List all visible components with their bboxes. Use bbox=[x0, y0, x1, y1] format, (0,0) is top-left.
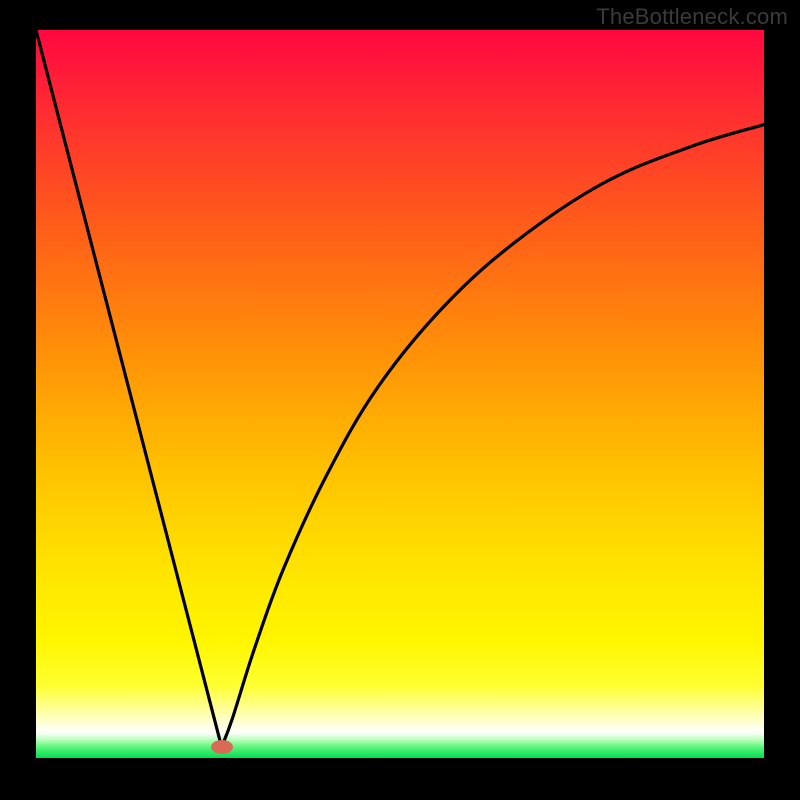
bottleneck-curve bbox=[36, 30, 764, 758]
curve-path bbox=[36, 30, 764, 747]
watermark-text: TheBottleneck.com bbox=[596, 4, 788, 30]
minimum-marker bbox=[211, 740, 233, 754]
plot-area bbox=[36, 30, 764, 758]
chart-frame: TheBottleneck.com bbox=[0, 0, 800, 800]
